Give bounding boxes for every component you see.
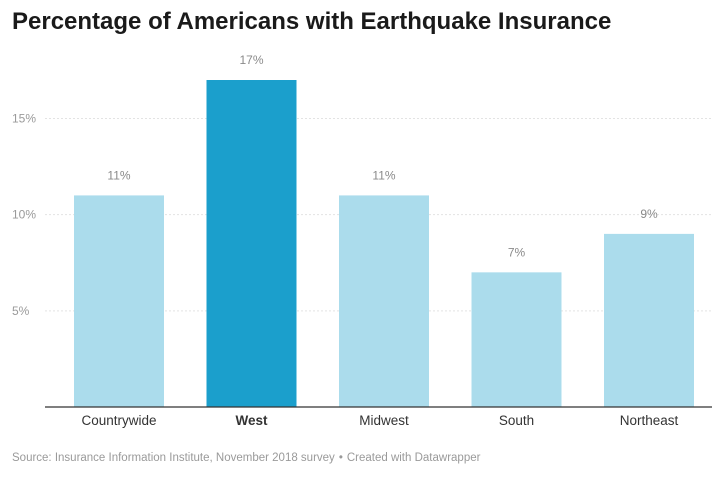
- category-label: South: [499, 413, 534, 428]
- bar: [206, 80, 297, 407]
- bar: [74, 195, 164, 407]
- category-label: Midwest: [359, 413, 409, 428]
- value-label: 11%: [372, 168, 395, 182]
- category-label: West: [235, 413, 268, 428]
- y-tick-label: 10%: [12, 208, 36, 222]
- value-label: 17%: [239, 53, 263, 67]
- y-tick-label: 15%: [12, 111, 36, 125]
- category-label: Northeast: [620, 413, 679, 428]
- source-note: Source: Insurance Information Institute,…: [12, 452, 335, 464]
- footer-separator: •: [338, 452, 343, 464]
- bar: [339, 195, 429, 407]
- chart-title: Percentage of Americans with Earthquake …: [12, 8, 612, 35]
- value-label: 9%: [640, 207, 658, 221]
- category-label: Countrywide: [81, 413, 156, 428]
- bar: [604, 233, 694, 407]
- credit-note: Created with Datawrapper: [346, 452, 481, 464]
- bar: [471, 272, 562, 407]
- chart-footer: Source: Insurance Information Institute,…: [12, 452, 480, 464]
- value-label: 11%: [107, 168, 130, 182]
- value-label: 7%: [508, 245, 526, 259]
- y-tick-label: 5%: [12, 304, 30, 318]
